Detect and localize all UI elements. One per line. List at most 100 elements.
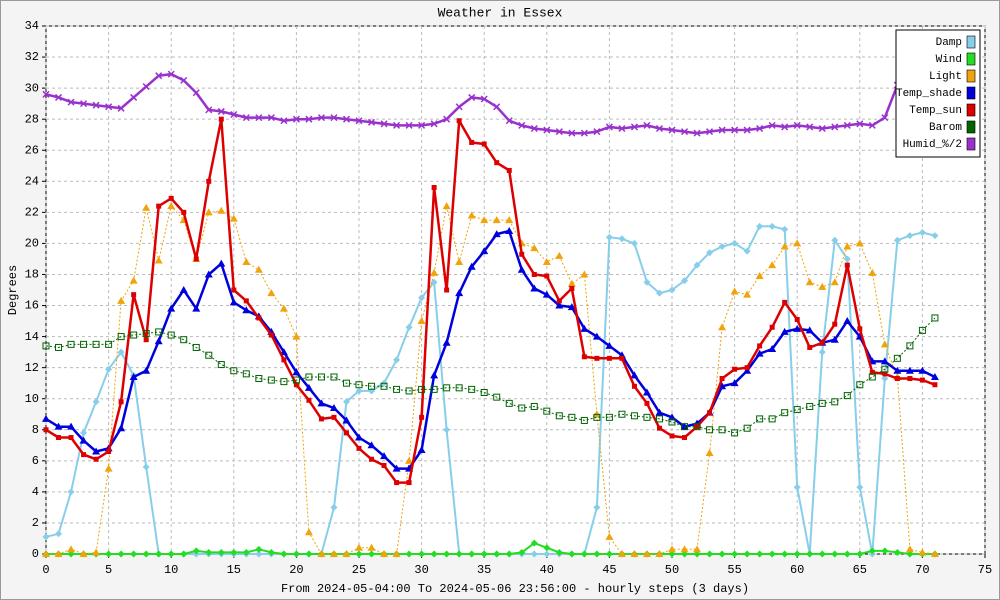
- point: [154, 256, 163, 264]
- point: [781, 550, 789, 558]
- point: [267, 376, 275, 384]
- point: [304, 383, 313, 391]
- point: [467, 262, 476, 270]
- point: [218, 116, 224, 122]
- point: [92, 398, 100, 406]
- legend-label: Wind: [936, 54, 962, 66]
- point: [142, 83, 150, 91]
- point: [56, 435, 62, 441]
- point: [167, 70, 175, 78]
- point: [881, 114, 889, 122]
- point: [580, 270, 589, 278]
- point: [469, 139, 475, 145]
- point: [192, 343, 200, 351]
- point: [530, 539, 538, 547]
- plot-area: [45, 25, 986, 555]
- point: [744, 365, 750, 371]
- point: [706, 426, 714, 434]
- point: [206, 178, 212, 184]
- point: [230, 367, 238, 375]
- point: [631, 383, 637, 389]
- point: [555, 301, 564, 309]
- y-tick-label: 10: [25, 392, 39, 406]
- point: [768, 345, 777, 353]
- point: [392, 464, 401, 472]
- point: [517, 265, 526, 273]
- point: [593, 128, 601, 136]
- point: [205, 548, 213, 556]
- point: [781, 225, 789, 233]
- point: [192, 89, 200, 97]
- legend-label: Humid_%/2: [903, 139, 962, 151]
- point: [780, 242, 789, 250]
- point: [143, 337, 149, 343]
- point: [581, 354, 587, 360]
- point: [281, 357, 287, 363]
- point: [80, 100, 88, 108]
- point: [142, 203, 151, 211]
- point: [292, 115, 300, 123]
- point: [768, 261, 777, 269]
- point: [443, 384, 451, 392]
- point: [793, 406, 801, 414]
- point: [893, 236, 901, 244]
- point: [205, 106, 213, 114]
- point: [494, 160, 500, 166]
- legend-swatch: [966, 86, 976, 100]
- point: [807, 344, 813, 350]
- point: [231, 287, 237, 293]
- point: [682, 435, 688, 441]
- point: [267, 114, 275, 122]
- point: [542, 290, 551, 298]
- point: [605, 123, 613, 131]
- x-tick-label: 65: [853, 563, 867, 577]
- legend-swatch: [966, 69, 976, 83]
- x-tick-label: 60: [790, 563, 804, 577]
- point: [80, 340, 88, 348]
- point: [117, 348, 125, 356]
- point: [455, 289, 464, 297]
- point: [706, 550, 714, 558]
- point: [605, 550, 613, 558]
- y-tick-label: 28: [25, 112, 39, 126]
- point: [455, 103, 463, 111]
- point: [619, 355, 625, 361]
- point: [593, 413, 601, 421]
- legend-label: Light: [929, 71, 962, 83]
- x-tick-label: 0: [42, 563, 49, 577]
- point: [893, 548, 901, 556]
- point: [931, 232, 939, 240]
- point: [92, 101, 100, 109]
- point: [142, 329, 150, 337]
- point: [668, 418, 676, 426]
- point: [418, 550, 426, 558]
- point: [380, 452, 389, 460]
- legend-swatch: [966, 52, 976, 66]
- point: [932, 382, 938, 388]
- point: [392, 550, 401, 557]
- point: [755, 272, 764, 280]
- point: [42, 550, 50, 557]
- point: [793, 121, 801, 129]
- point: [519, 251, 525, 257]
- point: [418, 385, 426, 393]
- point: [855, 239, 864, 247]
- point: [681, 423, 689, 431]
- legend-swatch: [966, 103, 976, 117]
- point: [79, 436, 88, 444]
- point: [492, 230, 501, 238]
- point: [117, 424, 126, 432]
- point: [155, 550, 163, 558]
- point: [769, 324, 775, 330]
- point: [818, 550, 826, 558]
- point: [793, 483, 801, 491]
- point: [442, 202, 451, 210]
- point: [630, 123, 638, 131]
- point: [606, 355, 612, 361]
- point: [567, 303, 576, 311]
- point: [543, 126, 551, 134]
- point: [205, 351, 213, 359]
- point: [430, 371, 439, 379]
- point: [42, 533, 50, 541]
- x-tick-label: 70: [915, 563, 929, 577]
